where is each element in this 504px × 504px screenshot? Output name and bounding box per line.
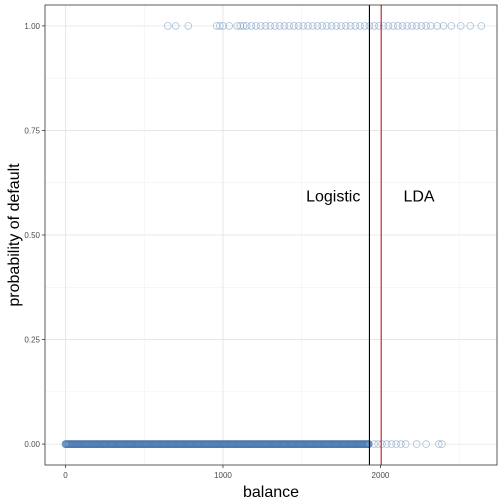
- data-point: [422, 440, 430, 448]
- data-point: [275, 22, 284, 30]
- data-point: [337, 22, 345, 30]
- data-point: [375, 22, 383, 30]
- data-point: [164, 22, 172, 30]
- x-tick-label: 0: [63, 471, 68, 480]
- data-point: [171, 22, 180, 30]
- data-point: [290, 22, 298, 30]
- data-point: [236, 22, 245, 30]
- data-point: [438, 440, 446, 448]
- data-point: [280, 22, 289, 30]
- data-point: [408, 22, 416, 30]
- data-point: [403, 22, 412, 30]
- x-tick-label: 2000: [372, 471, 390, 480]
- data-point: [382, 440, 391, 448]
- threshold-lines: [368, 5, 382, 465]
- data-point: [313, 22, 322, 30]
- annotations: Logistic LDA: [306, 188, 435, 205]
- data-point: [266, 22, 275, 30]
- data-point: [364, 440, 373, 448]
- data-point: [242, 22, 251, 30]
- data-point: [389, 22, 397, 30]
- data-point: [294, 22, 303, 30]
- data-point: [256, 22, 265, 30]
- data-point: [427, 22, 435, 30]
- y-tick-label: 0.50: [24, 231, 40, 240]
- data-point: [379, 22, 388, 30]
- data-point: [434, 440, 443, 448]
- data-point: [360, 22, 369, 30]
- data-point: [356, 22, 364, 30]
- data-point: [397, 440, 405, 448]
- data-point: [327, 22, 336, 30]
- data-point: [384, 22, 393, 30]
- y-tick-label: 0.00: [24, 440, 40, 449]
- data-point: [346, 22, 355, 30]
- data-point: [370, 22, 378, 30]
- data-point: [398, 22, 407, 30]
- data-point: [422, 22, 430, 30]
- data-point: [247, 22, 256, 30]
- data-point: [392, 440, 401, 448]
- data-point: [412, 22, 421, 30]
- data-point: [323, 22, 331, 30]
- data-points: [61, 22, 486, 448]
- x-axis-title: balance: [243, 484, 299, 501]
- data-point: [439, 22, 448, 30]
- data-point: [387, 440, 396, 448]
- data-point: [456, 22, 465, 30]
- data-point: [216, 22, 224, 30]
- axis-ticks: 0 1000 2000 0.00 0.25 0.50 0.75 1.00: [24, 22, 389, 480]
- data-point: [378, 440, 386, 448]
- data-point: [393, 22, 402, 30]
- y-tick-label: 1.00: [24, 22, 40, 31]
- data-point: [433, 22, 441, 30]
- data-point: [184, 22, 193, 30]
- data-point: [225, 22, 234, 30]
- y-tick-label: 0.25: [24, 336, 40, 345]
- data-point: [466, 22, 475, 30]
- data-point: [212, 22, 221, 30]
- y-tick-label: 0.75: [24, 126, 40, 135]
- data-point: [370, 440, 378, 448]
- data-point: [412, 440, 421, 448]
- data-point: [239, 22, 248, 30]
- data-point: [477, 22, 486, 30]
- data-point: [252, 22, 260, 30]
- data-point: [261, 22, 270, 30]
- data-point: [332, 22, 341, 30]
- data-point: [233, 22, 241, 30]
- annotation-label: Logistic: [306, 188, 360, 205]
- data-point: [447, 22, 456, 30]
- data-point: [219, 22, 227, 30]
- annotation-label: LDA: [403, 188, 434, 205]
- data-point: [304, 22, 312, 30]
- data-point: [401, 440, 410, 448]
- x-tick-label: 1000: [214, 471, 232, 480]
- data-point: [299, 22, 308, 30]
- data-point: [342, 22, 350, 30]
- data-point: [271, 22, 279, 30]
- data-point: [285, 22, 293, 30]
- data-point: [318, 22, 326, 30]
- data-point: [417, 22, 426, 30]
- data-point: [308, 22, 317, 30]
- y-axis-title: probability of default: [6, 163, 23, 307]
- data-point: [351, 22, 360, 30]
